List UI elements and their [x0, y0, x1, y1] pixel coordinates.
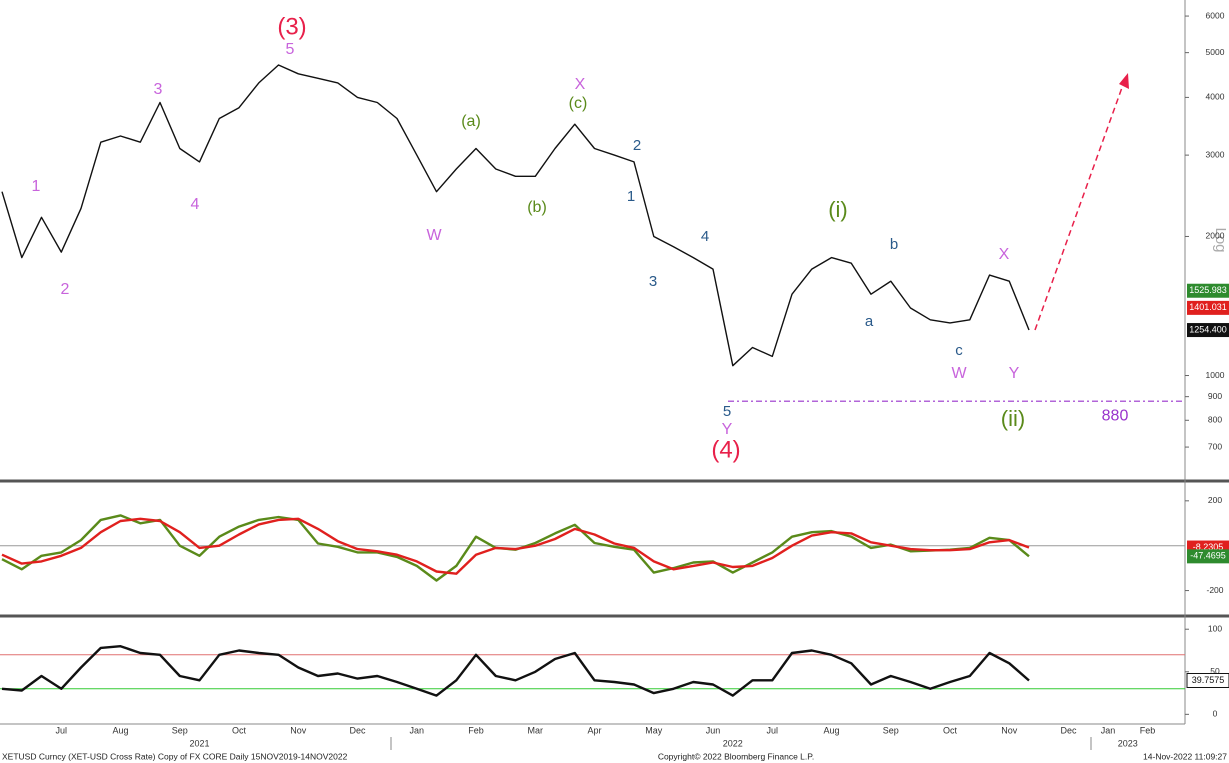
wave-label: (c) [569, 95, 588, 112]
y-tick-label: 5000 [1206, 47, 1225, 57]
wave-label: (4) [711, 436, 740, 463]
y-tick-label: 4000 [1206, 92, 1225, 102]
value-tag-label: -47.4695 [1190, 551, 1226, 561]
value-tag [1187, 323, 1229, 338]
y-tick-label: 800 [1208, 415, 1222, 425]
wave-label: X [999, 246, 1010, 263]
wave-label: Y [1009, 365, 1020, 382]
wave-label: (b) [527, 199, 547, 216]
x-tick-label: Dec [349, 725, 366, 735]
series-line [1, 645, 1030, 697]
wave-label: (ii) [1001, 406, 1025, 431]
x-tick-label: Nov [290, 725, 307, 735]
wave-label: c [955, 342, 963, 359]
x-tick-label: Aug [112, 725, 128, 735]
series-line [1, 517, 1030, 575]
x-tick-label: Jan [1101, 725, 1116, 735]
arrow-head [1119, 73, 1129, 89]
x-tick-label: Jan [409, 725, 424, 735]
x-tick-label: Apr [587, 725, 601, 735]
y-tick-label: 100 [1208, 623, 1222, 633]
x-tick-label: Feb [468, 725, 484, 735]
wave-label: 2 [633, 137, 641, 154]
wave-label: (i) [828, 197, 848, 222]
wave-label: Y [722, 421, 733, 438]
y-tick-label: 6000 [1206, 10, 1225, 20]
value-tag-label: 39.7575 [1192, 675, 1225, 685]
wave-label: 4 [191, 196, 200, 213]
x-tick-label: Mar [528, 725, 544, 735]
y-tick-label: 3000 [1206, 149, 1225, 159]
y-tick-label: 50 [1210, 666, 1220, 676]
wave-label: W [426, 227, 442, 244]
wave-label: 3 [154, 81, 163, 98]
value-tag [1186, 672, 1229, 688]
footer-left: XETUSD Curncy (XET-USD Cross Rate) Copy … [2, 751, 348, 761]
x-tick-label: Dec [1060, 725, 1077, 735]
value-tag-label: 1525.983 [1189, 285, 1227, 295]
wave-label: 1 [627, 188, 635, 205]
x-tick-label: Nov [1001, 725, 1018, 735]
wave-label: (a) [461, 113, 481, 130]
value-tag [1187, 549, 1229, 564]
wave-label: 5 [286, 41, 295, 58]
x-tick-label: Sep [883, 725, 899, 735]
wave-label: (3) [277, 13, 306, 40]
series-line [1, 64, 1030, 367]
y-tick-label: -200 [1206, 585, 1223, 595]
value-tag [1187, 300, 1229, 315]
wave-label: 5 [723, 403, 731, 420]
year-label: 2023 [1118, 738, 1138, 748]
y-tick-label: 1000 [1206, 370, 1225, 380]
value-tag-label: 1401.031 [1189, 302, 1227, 312]
wave-label: 1 [32, 178, 41, 195]
x-tick-label: Aug [823, 725, 839, 735]
footer-center: Copyright© 2022 Bloomberg Finance L.P. [658, 751, 814, 761]
y-tick-label: 700 [1208, 441, 1222, 451]
wave-label: X [575, 76, 586, 93]
wave-label: W [951, 365, 967, 382]
wave-label: 2 [61, 281, 70, 298]
y-tick-label: 200 [1208, 495, 1222, 505]
wave-label: b [890, 236, 898, 253]
y-tick-label: 2000 [1206, 231, 1225, 241]
y-tick-label: 900 [1208, 391, 1222, 401]
year-label: 2021 [189, 738, 209, 748]
wave-label: a [865, 313, 874, 330]
value-tag [1187, 283, 1229, 298]
value-tag-label: 1254.400 [1189, 324, 1227, 334]
x-tick-label: Feb [1140, 725, 1156, 735]
x-tick-label: Oct [232, 725, 247, 735]
projection-arrow [1034, 81, 1125, 331]
year-label: 2022 [723, 738, 743, 748]
wave-label: 4 [701, 228, 709, 245]
x-tick-label: Sep [172, 725, 188, 735]
x-tick-label: Jul [766, 725, 778, 735]
value-tag-label: -8.2305 [1193, 542, 1224, 552]
footer-right: 14-Nov-2022 11:09:27 [1143, 751, 1227, 761]
x-tick-label: May [645, 725, 663, 735]
y-tick-label: 0 [1213, 709, 1218, 719]
x-tick-label: Jul [55, 725, 67, 735]
x-tick-label: Oct [943, 725, 958, 735]
wave-label: 3 [649, 273, 657, 290]
support-label: 880 [1102, 407, 1129, 424]
x-tick-label: Jun [706, 725, 721, 735]
log-label: Log [1212, 227, 1229, 252]
